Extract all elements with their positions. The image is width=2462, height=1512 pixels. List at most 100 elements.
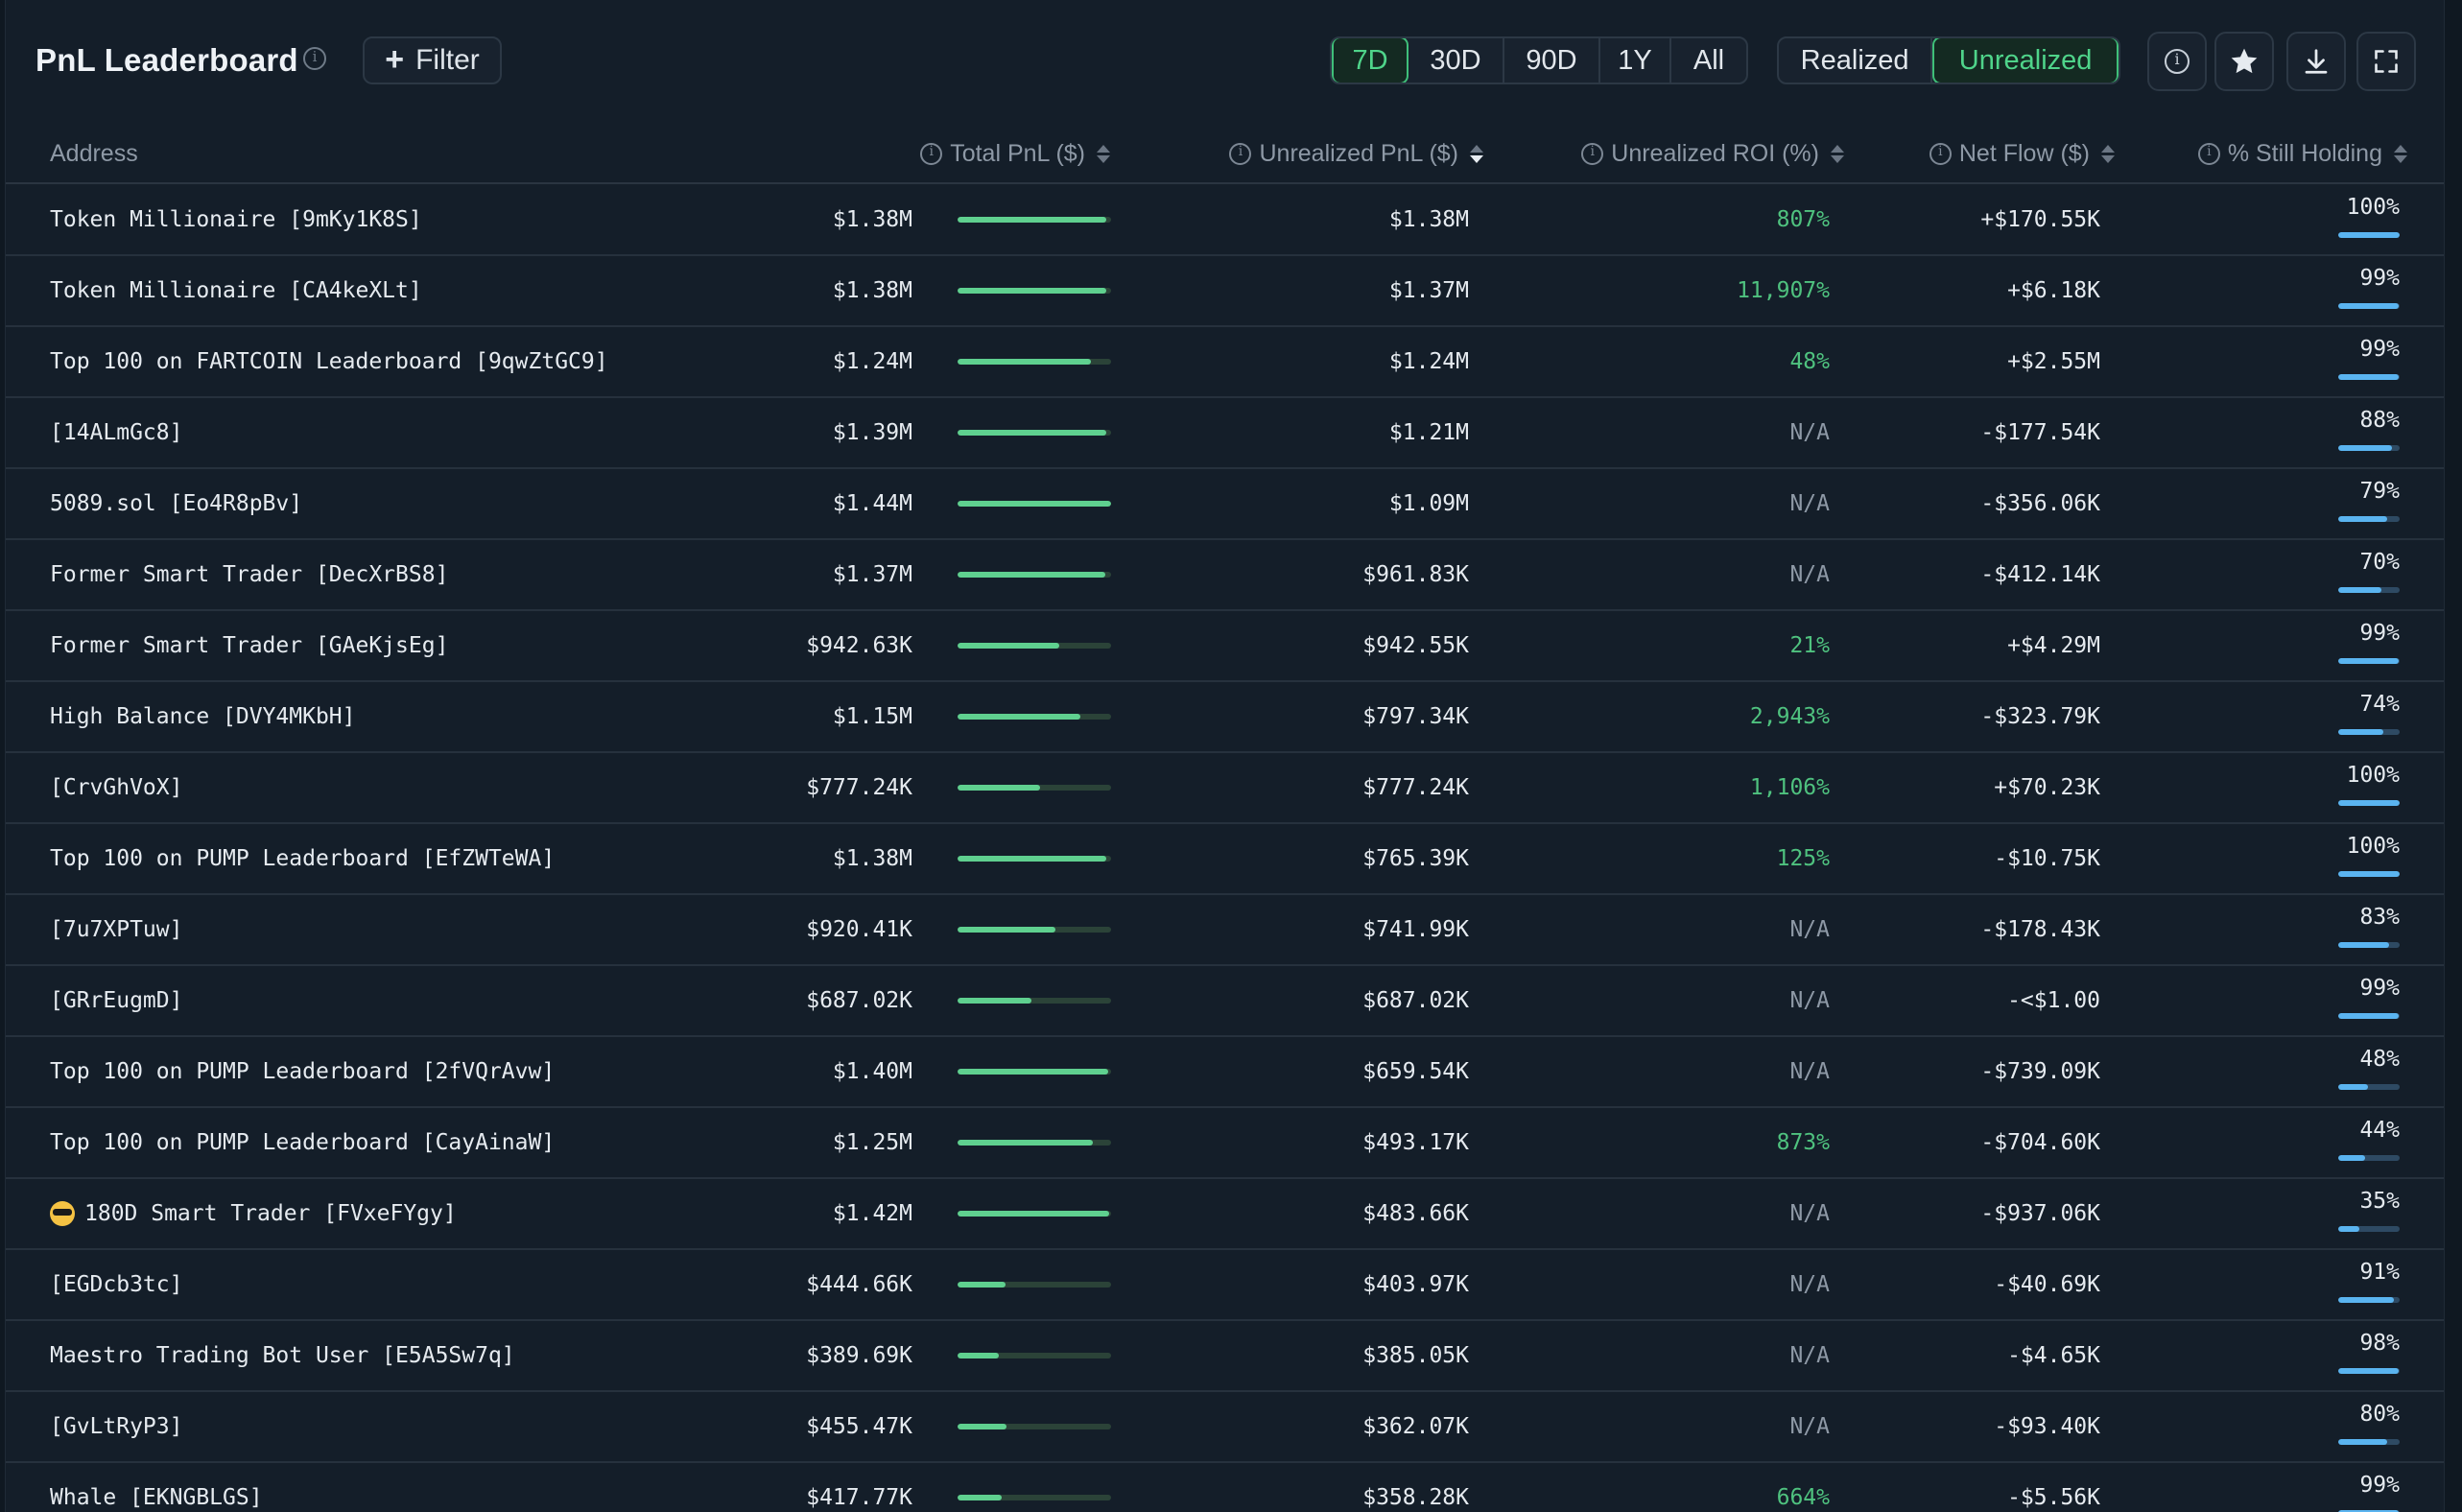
total-pnl-bar (958, 927, 1111, 933)
table-row[interactable]: Top 100 on PUMP Leaderboard [CayAinaW] $1… (6, 1108, 2444, 1179)
period-1y[interactable]: 1Y (1600, 38, 1671, 83)
info-icon[interactable] (920, 142, 943, 165)
table-row[interactable]: Former Smart Trader [GAeKjsEg] $942.63K $9… (6, 611, 2444, 682)
table-row[interactable]: Token Millionaire [9mKy1K8S] $1.38M $1.38M… (6, 185, 2444, 256)
mode-unrealized[interactable]: Unrealized (1932, 38, 2119, 83)
col-unrealized-roi[interactable]: Unrealized ROI (%) (1581, 123, 1844, 184)
address-label[interactable]: Former Smart Trader [GAeKjsEg] (50, 633, 449, 658)
table-row[interactable]: [EGDcb3tc] $444.66K $403.97K N/A -$40.69K 91% (6, 1250, 2444, 1321)
address-cell[interactable]: Top 100 on FARTCOIN Leaderboard [9qwZtGC… (50, 327, 608, 396)
address-label[interactable]: Whale [EKNGBLGS] (50, 1485, 263, 1510)
col-net-flow[interactable]: Net Flow ($) (1929, 123, 2115, 184)
address-cell[interactable]: Top 100 on PUMP Leaderboard [2fVQrAvw] (50, 1037, 555, 1106)
table-row[interactable]: Whale [EKNGBLGS] $417.77K $358.28K 664% -$5.… (6, 1463, 2444, 1512)
download-button[interactable] (2286, 32, 2346, 91)
mode-realized[interactable]: Realized (1779, 38, 1933, 83)
col-net-flow-label: Net Flow ($) (1958, 139, 2090, 167)
table-row[interactable]: Top 100 on PUMP Leaderboard [EfZWTeWA] $1… (6, 824, 2444, 895)
address-cell[interactable]: Token Millionaire [9mKy1K8S] (50, 185, 422, 254)
sort-icon[interactable] (2101, 144, 2115, 163)
total-pnl-bar-fill (958, 785, 1041, 791)
table-row[interactable]: Former Smart Trader [DecXrBS8] $1.37M $961… (6, 540, 2444, 611)
address-label[interactable]: [CrvGhVoX] (50, 775, 183, 800)
address-cell[interactable]: Token Millionaire [CA4keXLt] (50, 256, 422, 325)
table-row[interactable]: Top 100 on FARTCOIN Leaderboard [9qwZtGC… (6, 327, 2444, 398)
period-7d[interactable]: 7D (1332, 38, 1409, 83)
address-cell[interactable]: [GRrEugmD] (50, 966, 182, 1035)
col-still-holding[interactable]: % Still Holding (2197, 123, 2407, 184)
address-label[interactable]: 5089.sol [Eo4R8pBv] (50, 491, 303, 516)
filter-button[interactable]: + Filter (363, 36, 502, 84)
sort-icon[interactable] (1831, 144, 1844, 163)
info-icon[interactable] (1581, 142, 1604, 165)
table-row[interactable]: 5089.sol [Eo4R8pBv] $1.44M $1.09M N/A -$356.… (6, 469, 2444, 540)
address-label[interactable]: [14ALmGc8] (50, 420, 183, 445)
plus-icon: + (385, 40, 405, 78)
address-label[interactable]: Top 100 on PUMP Leaderboard [EfZWTeWA] (50, 846, 556, 871)
address-label[interactable]: [GRrEugmD] (50, 988, 183, 1013)
address-cell[interactable]: Whale [EKNGBLGS] (50, 1463, 263, 1512)
title-info-icon[interactable] (303, 47, 326, 70)
address-cell[interactable]: Former Smart Trader [GAeKjsEg] (50, 611, 448, 680)
period-30d[interactable]: 30D (1409, 38, 1504, 83)
address-cell[interactable]: Top 100 on PUMP Leaderboard [CayAinaW] (50, 1108, 555, 1177)
address-label[interactable]: Token Millionaire [CA4keXLt] (50, 278, 422, 303)
address-cell[interactable]: [GvLtRyP3] (50, 1392, 182, 1461)
address-cell[interactable]: [CrvGhVoX] (50, 753, 182, 822)
net-flow-cell: -$4.65K (2007, 1343, 2100, 1368)
address-label[interactable]: Top 100 on PUMP Leaderboard [2fVQrAvw] (50, 1059, 556, 1084)
address-cell[interactable]: Former Smart Trader [DecXrBS8] (50, 540, 448, 609)
table-row[interactable]: [CrvGhVoX] $777.24K $777.24K 1,106% +$70.23K… (6, 753, 2444, 824)
address-cell[interactable]: [EGDcb3tc] (50, 1250, 182, 1319)
address-label[interactable]: High Balance [DVY4MKbH] (50, 704, 356, 729)
info-button[interactable] (2147, 32, 2207, 91)
address-label[interactable]: [7u7XPTuw] (50, 917, 183, 942)
sort-desc-icon[interactable] (1470, 144, 1483, 163)
address-cell[interactable]: 5089.sol [Eo4R8pBv] (50, 469, 302, 538)
info-icon[interactable] (1229, 142, 1252, 165)
fullscreen-button[interactable] (2356, 32, 2416, 91)
sort-icon[interactable] (1097, 144, 1110, 163)
info-icon[interactable] (1929, 142, 1952, 165)
address-cell[interactable]: Top 100 on PUMP Leaderboard [EfZWTeWA] (50, 824, 555, 893)
table-row[interactable]: [GvLtRyP3] $455.47K $362.07K N/A -$93.40K 80% (6, 1392, 2444, 1463)
address-cell[interactable]: Maestro Trading Bot User [E5A5Sw7q] (50, 1321, 515, 1390)
address-cell[interactable]: High Balance [DVY4MKbH] (50, 682, 356, 751)
sort-icon[interactable] (2394, 144, 2407, 163)
address-cell[interactable]: [14ALmGc8] (50, 398, 182, 467)
total-pnl-cell: $1.38M (832, 207, 912, 232)
address-label[interactable]: Top 100 on PUMP Leaderboard [CayAinaW] (50, 1130, 556, 1155)
address-label[interactable]: [GvLtRyP3] (50, 1414, 183, 1439)
address-cell[interactable]: [7u7XPTuw] (50, 895, 182, 964)
address-cell[interactable]: 180D Smart Trader [FVxeFYgy] (50, 1179, 457, 1248)
col-total-pnl[interactable]: Total PnL ($) (920, 123, 1110, 184)
address-label[interactable]: Token Millionaire [9mKy1K8S] (50, 207, 422, 232)
table-row[interactable]: [14ALmGc8] $1.39M $1.21M N/A -$177.54K 88% (6, 398, 2444, 469)
address-label[interactable]: [EGDcb3tc] (50, 1272, 183, 1297)
period-all[interactable]: All (1693, 44, 1725, 76)
address-label[interactable]: Former Smart Trader [DecXrBS8] (50, 562, 449, 587)
col-unrealized-pnl[interactable]: Unrealized PnL ($) (1229, 123, 1483, 184)
address-label[interactable]: 180D Smart Trader [FVxeFYgy] (84, 1201, 457, 1226)
table-row[interactable]: [GRrEugmD] $687.02K $687.02K N/A -<$1.00 99% (6, 966, 2444, 1037)
table-row[interactable]: Maestro Trading Bot User [E5A5Sw7q] $389.… (6, 1321, 2444, 1392)
table-row[interactable]: [7u7XPTuw] $920.41K $741.99K N/A -$178.43K 83… (6, 895, 2444, 966)
table-row[interactable]: Top 100 on PUMP Leaderboard [2fVQrAvw] $1… (6, 1037, 2444, 1108)
filter-label: Filter (415, 44, 480, 76)
favorite-button[interactable] (2214, 32, 2274, 91)
table-row[interactable]: High Balance [DVY4MKbH] $1.15M $797.34K 2,9… (6, 682, 2444, 753)
total-pnl-bar-fill (958, 501, 1111, 507)
still-holding-cell: 74% (2359, 692, 2400, 717)
period-90d[interactable]: 90D (1504, 38, 1600, 83)
address-label[interactable]: Top 100 on FARTCOIN Leaderboard [9qwZtGC… (50, 349, 608, 374)
table-row[interactable]: Token Millionaire [CA4keXLt] $1.38M $1.37M… (6, 256, 2444, 327)
table-row[interactable]: 180D Smart Trader [FVxeFYgy] $1.42M $483.6… (6, 1179, 2444, 1250)
still-holding-bar-fill (2338, 303, 2400, 309)
total-pnl-cell: $1.38M (832, 278, 912, 303)
unrealized-roi-cell: 1,106% (1749, 775, 1830, 800)
total-pnl-bar-fill (958, 1353, 1000, 1358)
info-icon[interactable] (2197, 142, 2220, 165)
total-pnl-bar-fill (958, 1069, 1108, 1075)
unrealized-pnl-cell: $403.97K (1362, 1272, 1469, 1297)
address-label[interactable]: Maestro Trading Bot User [E5A5Sw7q] (50, 1343, 515, 1368)
